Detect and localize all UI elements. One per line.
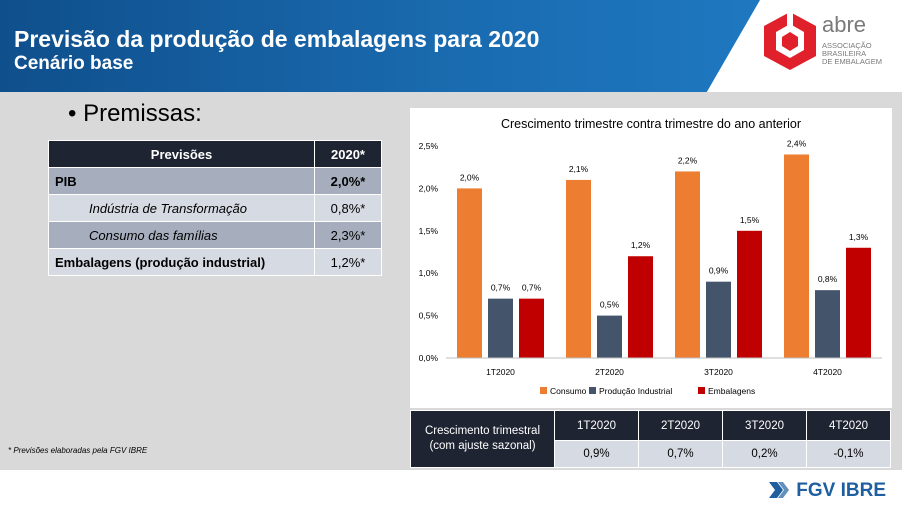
y-tick-label: 2,0% [419, 183, 439, 193]
forecast-col-previsoes: Previsões [48, 140, 315, 168]
row-value: 1,2%* [314, 248, 382, 276]
fgv-chevron-icon [768, 482, 789, 498]
bar-consumo [457, 188, 482, 358]
quarter-header: 3T2020 [722, 410, 807, 441]
quarter-value: -0,1% [806, 440, 891, 468]
quarter-header: 1T2020 [554, 410, 639, 441]
row-label: Consumo das famílias [48, 221, 315, 249]
table-row: PIB 2,0%* [48, 167, 382, 195]
abre-logo: abre ASSOCIAÇÃO BRASILEIRA DE EMBALAGEM [760, 10, 900, 80]
bar-embalagens [628, 256, 653, 358]
data-label: 0,9% [709, 266, 729, 276]
fgv-ibre-logo: FGV IBRE [768, 480, 886, 502]
y-tick-label: 1,5% [419, 226, 439, 236]
data-label: 2,1% [569, 164, 589, 174]
row-value: 0,8%* [314, 194, 382, 222]
y-tick-label: 0,5% [419, 311, 439, 321]
header: Previsão da produção de embalagens para … [0, 0, 902, 92]
row-value: 2,3%* [314, 221, 382, 249]
bar-embalagens [737, 230, 762, 358]
data-label: 0,5% [600, 300, 620, 310]
legend-swatch [540, 387, 547, 394]
bar-produção-industrial [706, 281, 731, 358]
legend-swatch [589, 387, 596, 394]
quarter-value: 0,7% [638, 440, 723, 468]
page-title: Previsão da produção de embalagens para … [14, 26, 540, 52]
x-tick-label: 4T2020 [813, 367, 842, 377]
row-label: Indústria de Transformação [48, 194, 315, 222]
bar-produção-industrial [597, 315, 622, 358]
data-label: 1,5% [740, 215, 760, 225]
quarter-header: 2T2020 [638, 410, 723, 441]
y-tick-label: 2,5% [419, 141, 439, 151]
row-label: PIB [48, 167, 315, 195]
bar-produção-industrial [488, 298, 513, 358]
y-tick-label: 0,0% [419, 353, 439, 363]
table-row: Indústria de Transformação 0,8%* [48, 194, 382, 222]
row-value: 2,0%* [314, 167, 382, 195]
data-label: 1,3% [849, 232, 869, 242]
y-tick-label: 1,0% [419, 268, 439, 278]
data-label: 0,7% [491, 283, 511, 293]
footnote: * Previsões elaboradas pela FGV IBRE [8, 446, 148, 455]
bar-produção-industrial [815, 290, 840, 358]
table-row: Consumo das famílias 2,3%* [48, 221, 382, 249]
premissas-heading: • Premissas: [68, 100, 202, 127]
logo-line-2: BRASILEIRA [822, 49, 867, 58]
bar-consumo [784, 154, 809, 358]
quarter-value: 0,2% [722, 440, 807, 468]
logo-subtitle: ASSOCIAÇÃO BRASILEIRA DE EMBALAGEM [822, 42, 898, 66]
x-tick-label: 3T2020 [704, 367, 733, 377]
data-label: 2,0% [460, 172, 480, 182]
page-subtitle: Cenário base [14, 53, 134, 74]
bar-embalagens [846, 247, 871, 358]
x-tick-label: 1T2020 [486, 367, 515, 377]
data-label: 2,4% [787, 138, 807, 148]
title-band [0, 0, 760, 92]
logo-wordmark: abre [822, 12, 867, 37]
bar-chart: Crescimento trimestre contra trimestre d… [419, 117, 882, 396]
forecast-col-2020: 2020* [314, 140, 382, 168]
quarterly-label-line-1: Crescimento trimestral [424, 425, 541, 437]
table-row: Embalagens (produção industrial) 1,2%* [48, 248, 382, 276]
quarter-value: 0,9% [554, 440, 639, 468]
data-label: 2,2% [678, 155, 698, 165]
abre-logo-icon [764, 12, 816, 70]
data-label: 0,8% [818, 274, 838, 284]
legend-label: Consumo [550, 386, 587, 396]
quarterly-label-line-2: (com ajuste sazonal) [429, 440, 536, 452]
data-label: 1,2% [631, 240, 651, 250]
bar-consumo [675, 171, 700, 358]
legend-label: Embalagens [708, 386, 755, 396]
legend-label: Produção Industrial [599, 386, 672, 396]
footer: FGV IBRE [0, 470, 902, 509]
logo-line-1: ASSOCIAÇÃO [822, 41, 872, 50]
bar-consumo [566, 179, 591, 358]
forecast-table: Previsões 2020* PIB 2,0%* Indústria de T… [48, 140, 382, 276]
row-label: Embalagens (produção industrial) [48, 248, 315, 276]
quarterly-label-cell: Crescimento trimestral (com ajuste sazon… [410, 410, 555, 468]
data-label: 0,7% [522, 283, 542, 293]
x-tick-label: 2T2020 [595, 367, 624, 377]
chart-title: Crescimento trimestre contra trimestre d… [501, 117, 801, 131]
chart-container: Crescimento trimestre contra trimestre d… [410, 108, 892, 408]
fgv-brand-text: FGV IBRE [796, 480, 886, 501]
quarter-header: 4T2020 [806, 410, 891, 441]
bar-embalagens [519, 298, 544, 358]
legend-swatch [698, 387, 705, 394]
forecast-header-row: Previsões 2020* [48, 140, 382, 168]
quarterly-growth-table: Crescimento trimestral (com ajuste sazon… [410, 410, 891, 468]
logo-line-3: DE EMBALAGEM [822, 57, 883, 66]
